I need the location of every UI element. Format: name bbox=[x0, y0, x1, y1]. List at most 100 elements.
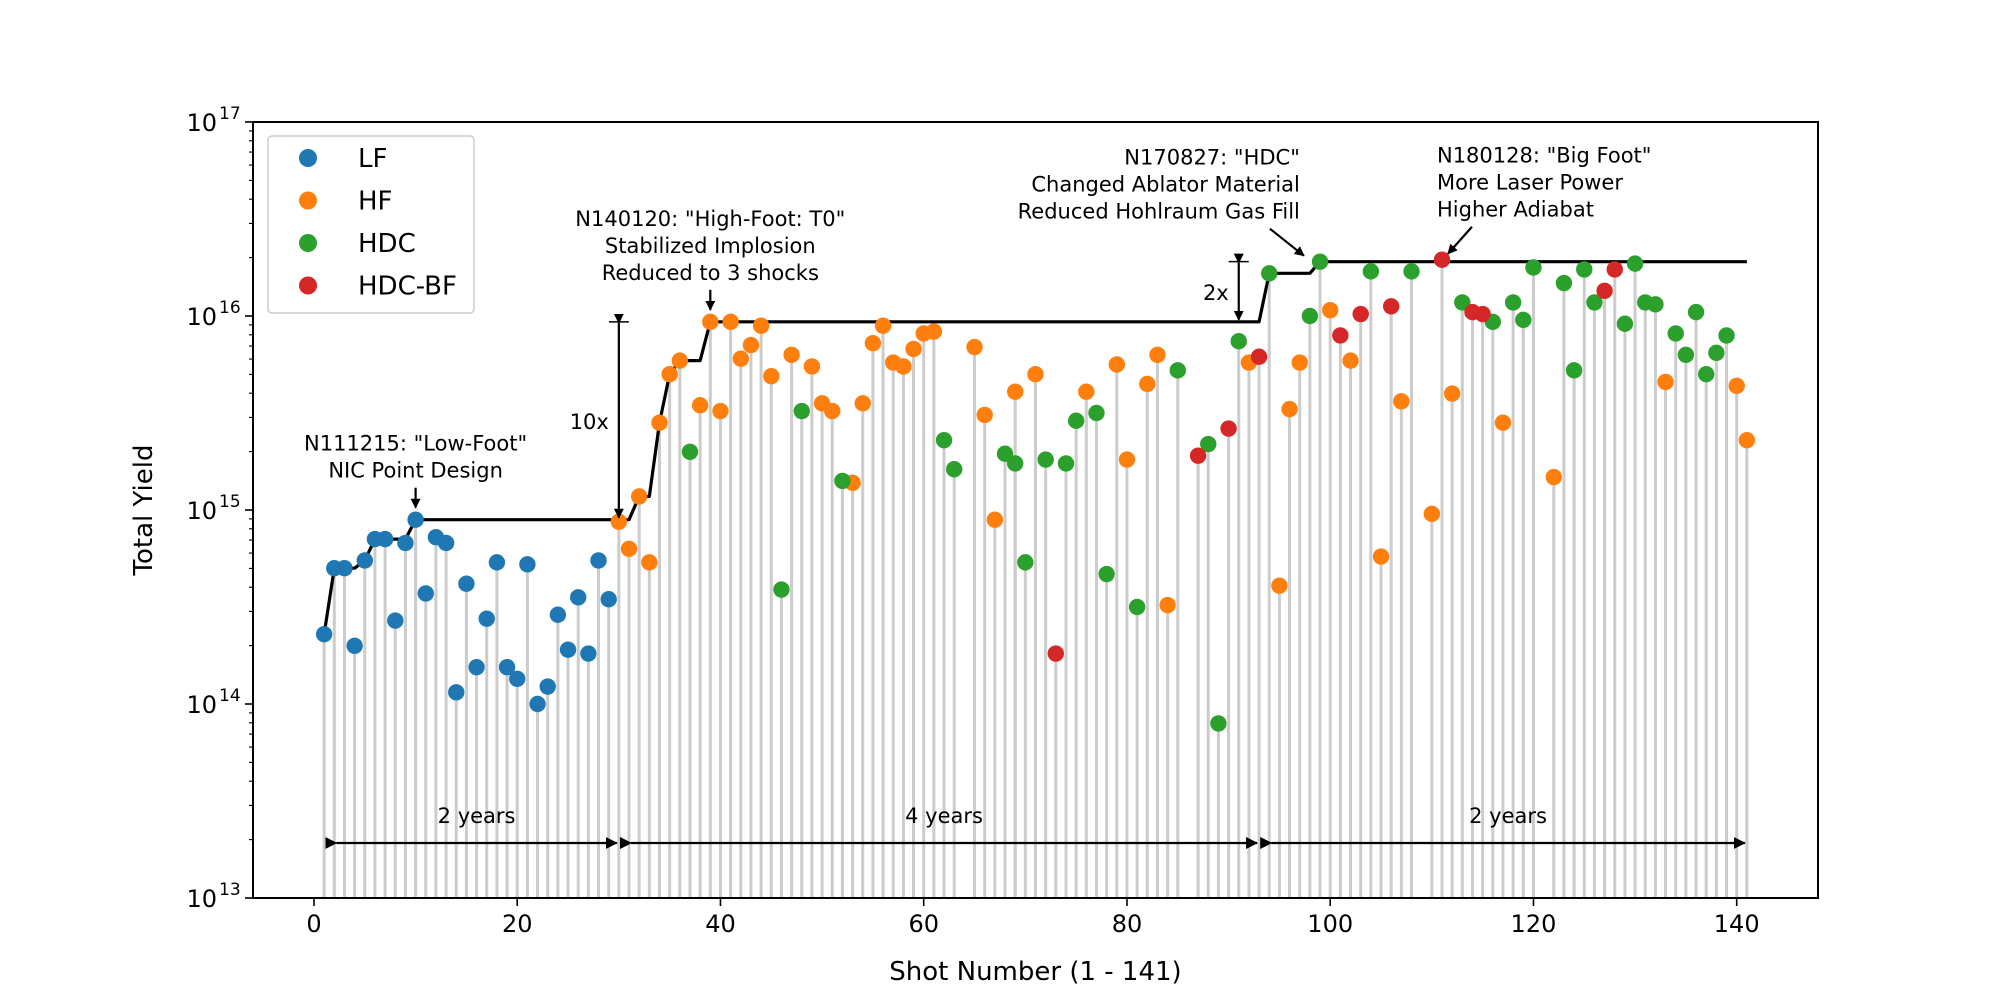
annotation-text: Changed Ablator Material bbox=[1031, 173, 1300, 197]
legend-marker bbox=[299, 191, 317, 210]
data-point-hdc bbox=[1088, 404, 1105, 422]
x-tick-label: 60 bbox=[908, 910, 939, 938]
data-point-hf bbox=[1078, 383, 1095, 400]
legend: LF HF HDC HDC-BF bbox=[267, 135, 475, 314]
data-point-lf bbox=[336, 560, 353, 577]
factor-label: 2x bbox=[1203, 281, 1229, 305]
data-point-hf bbox=[1006, 383, 1024, 400]
annotation-text: N170827: "HDC" bbox=[1124, 146, 1300, 170]
data-point-lf bbox=[315, 625, 333, 643]
data-point-lf bbox=[356, 552, 373, 569]
data-point-lf bbox=[600, 591, 617, 608]
data-points bbox=[315, 251, 1756, 732]
data-point-hdc-bf bbox=[1250, 348, 1268, 365]
annotation-text: NIC Point Design bbox=[328, 459, 503, 483]
data-point-hdc bbox=[1057, 455, 1075, 472]
annotation-text: N140120: "High-Foot: T0" bbox=[575, 207, 845, 231]
data-point-hf bbox=[1494, 414, 1512, 431]
data-point-hdc bbox=[1210, 715, 1227, 732]
data-point-lf bbox=[559, 641, 577, 658]
data-point-hdc bbox=[1128, 598, 1146, 616]
data-point-hf bbox=[1443, 385, 1461, 402]
data-point-hf bbox=[1423, 505, 1441, 523]
data-point-lf bbox=[549, 606, 567, 623]
data-point-lf bbox=[437, 534, 455, 552]
data-point-hf bbox=[1291, 354, 1308, 371]
data-point-hdc bbox=[1454, 294, 1471, 311]
data-point-hf bbox=[1149, 346, 1166, 363]
data-point-lf bbox=[478, 610, 495, 627]
data-point-hdc bbox=[1098, 565, 1115, 583]
data-point-hdc bbox=[935, 431, 953, 449]
data-point-hf bbox=[691, 397, 709, 414]
data-point-hf bbox=[661, 366, 678, 383]
data-point-hdc bbox=[1037, 451, 1054, 468]
data-point-hf bbox=[651, 414, 668, 431]
legend-marker bbox=[299, 149, 317, 167]
data-point-hf bbox=[763, 367, 780, 385]
data-point-hdc bbox=[793, 402, 810, 420]
data-point-hf bbox=[641, 554, 658, 571]
data-point-lf bbox=[417, 585, 434, 602]
factor-markers: 10x 2x bbox=[570, 253, 1249, 519]
data-point-hdc bbox=[1362, 263, 1380, 280]
legend-label: HDC-BF bbox=[358, 272, 457, 302]
data-point-lf bbox=[590, 552, 607, 569]
data-point-hdc bbox=[1230, 333, 1247, 350]
data-point-hdc bbox=[1067, 412, 1085, 429]
factor-label: 10x bbox=[570, 410, 609, 434]
data-point-lf bbox=[448, 684, 465, 701]
x-tick-label: 0 bbox=[306, 910, 321, 938]
data-point-hf bbox=[1281, 400, 1298, 418]
data-point-lf bbox=[498, 658, 516, 676]
data-point-lf bbox=[346, 637, 363, 654]
data-point-hdc-bf bbox=[1596, 282, 1613, 299]
data-point-hdc bbox=[1169, 362, 1186, 379]
data-point-hdc bbox=[1311, 253, 1329, 270]
data-point-hdc bbox=[1687, 303, 1705, 321]
data-point-hdc bbox=[946, 461, 963, 478]
data-point-lf bbox=[376, 530, 394, 548]
data-point-hdc bbox=[1515, 311, 1532, 329]
legend-label: HF bbox=[358, 187, 393, 217]
data-point-lf bbox=[580, 645, 597, 662]
y-tick-exponent: 14 bbox=[219, 686, 241, 706]
y-tick-exponent: 15 bbox=[219, 492, 241, 512]
data-point-hdc-bf bbox=[1332, 327, 1349, 344]
data-point-hdc bbox=[681, 443, 699, 460]
data-point-lf bbox=[407, 511, 424, 528]
data-point-hdc-bf bbox=[1220, 420, 1237, 437]
annotation-text: N111215: "Low-Foot" bbox=[304, 432, 527, 456]
data-point-hdc bbox=[1504, 294, 1522, 311]
data-point-hf bbox=[925, 323, 943, 340]
data-point-hdc bbox=[1708, 344, 1725, 362]
data-point-hdc bbox=[834, 472, 851, 490]
data-point-hdc-bf bbox=[1474, 305, 1491, 323]
data-point-hf bbox=[1728, 377, 1745, 395]
data-point-hf bbox=[1108, 356, 1125, 373]
data-point-hdc-bf bbox=[1047, 645, 1065, 662]
legend-label: LF bbox=[358, 144, 387, 174]
data-point-hdc bbox=[1006, 455, 1024, 472]
data-point-hf bbox=[1159, 596, 1176, 614]
y-axis-label: Total Yield bbox=[129, 445, 159, 577]
data-point-hf bbox=[630, 488, 648, 505]
data-point-hdc bbox=[1565, 362, 1583, 379]
data-point-hdc-bf bbox=[1352, 305, 1369, 323]
annotation-text: Stabilized Implosion bbox=[605, 234, 816, 258]
data-point-hdc bbox=[1698, 366, 1715, 383]
data-point-hf bbox=[722, 313, 739, 331]
annotation-text: Reduced Hohlraum Gas Fill bbox=[1018, 200, 1300, 224]
x-tick-label: 40 bbox=[705, 910, 736, 938]
data-point-hf bbox=[895, 358, 912, 375]
data-point-hdc bbox=[1200, 435, 1217, 453]
legend-box bbox=[267, 135, 475, 314]
x-axis-label: Shot Number (1 - 141) bbox=[889, 957, 1181, 987]
data-point-hf bbox=[1271, 577, 1288, 594]
data-point-hdc-bf bbox=[1382, 298, 1400, 315]
data-point-hf bbox=[620, 540, 638, 557]
y-tick-label: 10 bbox=[186, 497, 217, 525]
y-tick-label: 10 bbox=[186, 885, 217, 913]
data-point-lf bbox=[569, 589, 587, 606]
